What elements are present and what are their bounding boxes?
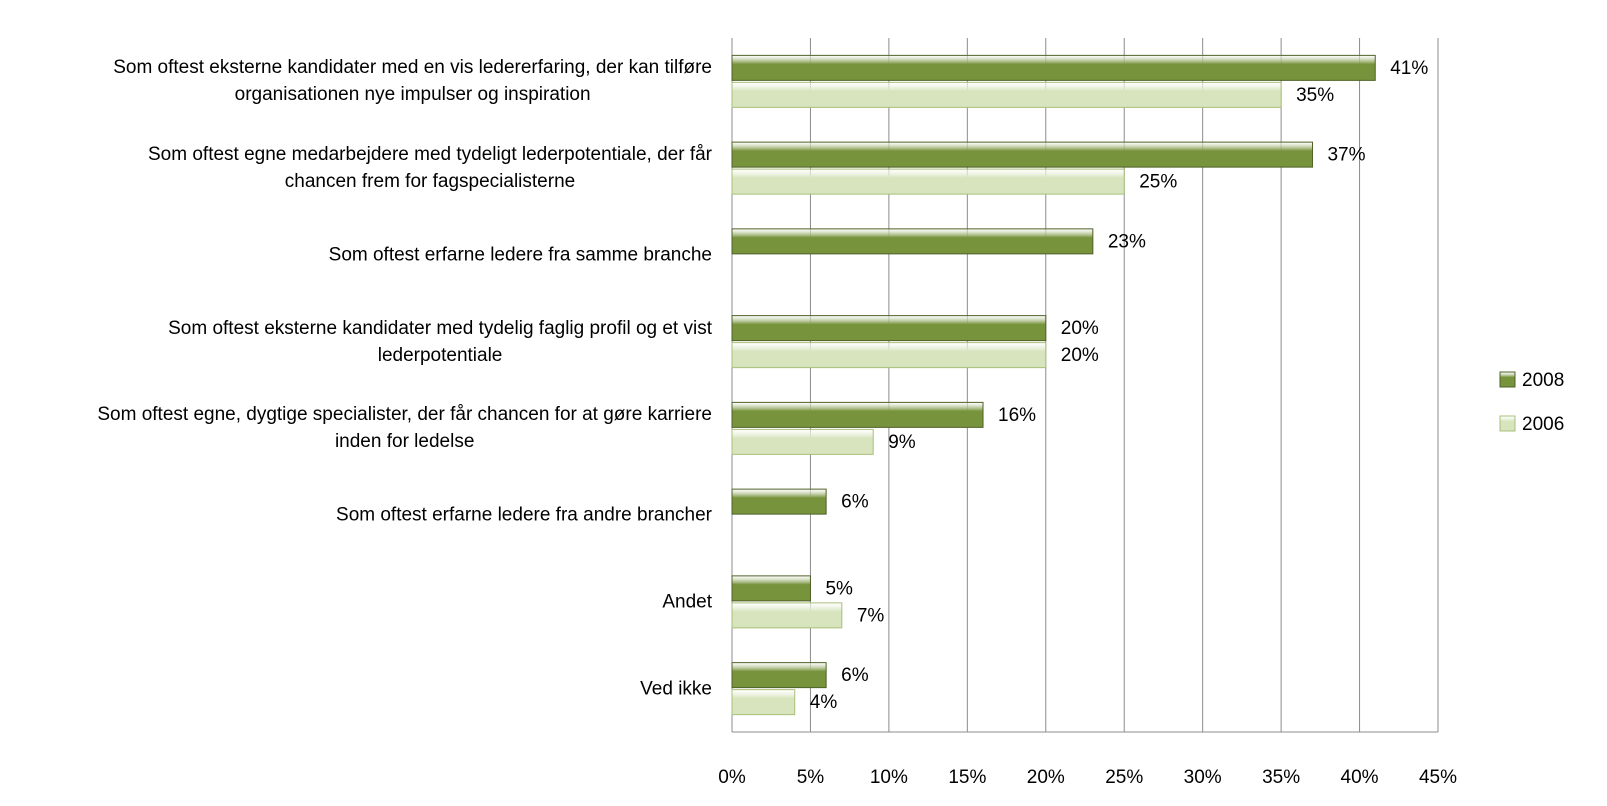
- value-label: 37%: [1327, 145, 1365, 166]
- x-tick-label: 35%: [1262, 767, 1300, 788]
- x-tick-label: 10%: [870, 767, 908, 788]
- x-tick-label: 15%: [948, 767, 986, 788]
- bar: [731, 401, 984, 428]
- category-label: Som oftest egne medarbejdere med tydelig…: [148, 144, 712, 193]
- value-label: 35%: [1296, 85, 1334, 106]
- x-tick-label: 5%: [797, 767, 825, 788]
- x-tick-label: 40%: [1341, 767, 1379, 788]
- category-label: Som oftest eksterne kandidater med en vi…: [113, 57, 712, 106]
- legend-swatch: [1499, 371, 1516, 388]
- bar: [731, 315, 1047, 342]
- value-label: 9%: [888, 432, 916, 453]
- x-tick-label: 20%: [1027, 767, 1065, 788]
- x-tick-label: 25%: [1105, 767, 1143, 788]
- category-label: Som oftest erfarne ledere fra andre bran…: [336, 504, 712, 526]
- legend-label: 2006: [1522, 414, 1564, 435]
- category-label: Andet: [662, 591, 712, 613]
- bar: [731, 168, 1125, 195]
- bar: [731, 54, 1376, 81]
- value-label: 23%: [1108, 231, 1146, 252]
- bar: [731, 662, 827, 689]
- bar: [731, 141, 1313, 168]
- value-label: 20%: [1061, 318, 1099, 339]
- bar: [731, 689, 796, 716]
- value-label: 16%: [998, 405, 1036, 426]
- bar: [731, 81, 1282, 108]
- value-label: 4%: [810, 692, 838, 713]
- value-label: 41%: [1390, 58, 1428, 79]
- bar: [731, 428, 874, 455]
- bar: [731, 488, 827, 515]
- bar: [731, 228, 1094, 255]
- category-label: Som oftest egne, dygtige specialister, d…: [97, 404, 712, 453]
- category-label: Som oftest erfarne ledere fra samme bran…: [328, 244, 712, 266]
- value-label: 20%: [1061, 345, 1099, 366]
- bar: [731, 602, 843, 629]
- category-label: Ved ikke: [640, 678, 712, 700]
- value-label: 5%: [825, 578, 853, 599]
- legend-label: 2008: [1522, 370, 1564, 391]
- legend-swatch: [1499, 415, 1516, 432]
- x-tick-label: 30%: [1184, 767, 1222, 788]
- value-label: 7%: [857, 605, 885, 626]
- value-label: 6%: [841, 492, 869, 513]
- value-label: 25%: [1139, 172, 1177, 193]
- x-tick-label: 0%: [718, 767, 746, 788]
- bar: [731, 575, 811, 602]
- bar: [731, 342, 1047, 369]
- x-tick-label: 45%: [1419, 767, 1457, 788]
- category-label: Som oftest eksterne kandidater med tydel…: [168, 317, 712, 366]
- value-label: 6%: [841, 665, 869, 686]
